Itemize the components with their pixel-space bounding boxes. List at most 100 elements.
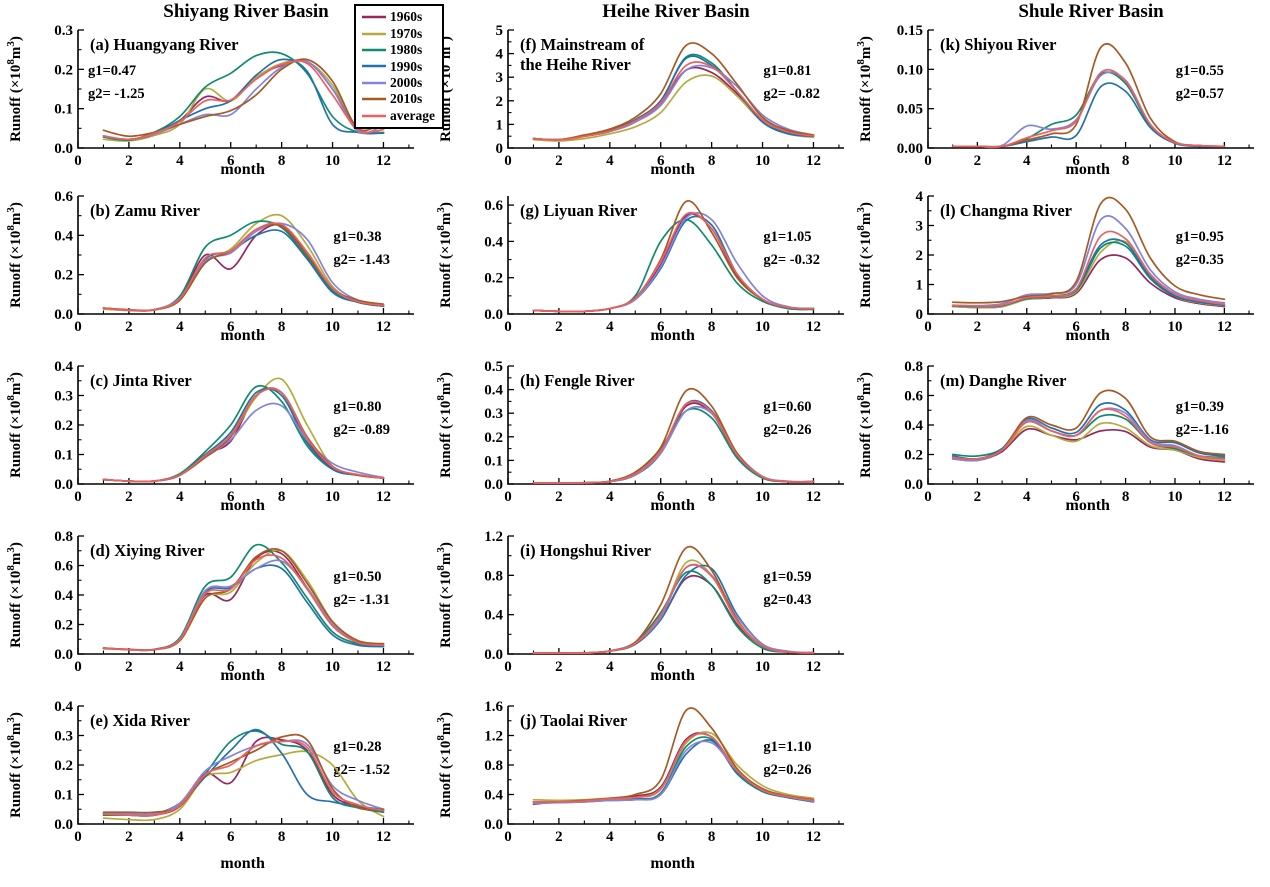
- legend-line-2000s: [362, 81, 386, 84]
- chart-panel-j: 0 2 4 6 8 10 12 0.0 0.4 0.8 1.2 1.6 Runoff (×108m3) m…: [430, 688, 860, 887]
- x-tick-label: 4: [176, 319, 184, 335]
- annotation-g1: g1=0.38: [333, 229, 381, 245]
- chart-svg-j: 0 2 4 6 8 10 12 0.0 0.4 0.8 1.2 1.6 Runoff (×108m3) m…: [435, 699, 844, 872]
- x-tick-label: 6: [1072, 489, 1080, 505]
- basin-title: Heihe River Basin: [602, 1, 750, 22]
- y-tick-label: 2: [496, 94, 504, 110]
- x-tick-label: 0: [504, 153, 512, 169]
- x-axis-label: month: [650, 497, 695, 514]
- y-tick-label: 0: [916, 307, 924, 323]
- series-line-average: [532, 564, 815, 655]
- y-tick-label: 0.10: [897, 62, 923, 78]
- series-line-average: [102, 554, 385, 652]
- x-tick-label: 0: [504, 829, 512, 845]
- y-tick-label: 0.6: [54, 559, 73, 575]
- y-axis-label: Runoff (×108m3): [855, 372, 874, 478]
- legend-entry-2000s: 2000s: [362, 75, 440, 91]
- subplot-title: (j) Taolai River: [520, 711, 627, 730]
- x-tick-label: 4: [1023, 319, 1031, 335]
- series-line-average: [532, 400, 815, 484]
- annotation-g2: g2=0.26: [763, 422, 811, 438]
- x-tick-label: 6: [657, 489, 665, 505]
- x-tick-label: 4: [606, 659, 614, 675]
- annotation-g2: g2= -0.82: [763, 86, 820, 102]
- x-axis-label: month: [650, 161, 695, 178]
- x-tick-label: 12: [806, 829, 821, 845]
- x-tick-label: 12: [806, 659, 821, 675]
- legend-label: average: [390, 107, 435, 123]
- series-line-average: [532, 211, 815, 313]
- y-tick-label: 0.2: [904, 448, 923, 464]
- series-line-2000s: [951, 215, 1226, 307]
- subplot-title: (f) Mainstream of: [520, 35, 645, 54]
- y-tick-label: 0.4: [484, 383, 503, 399]
- x-tick-label: 2: [974, 153, 982, 169]
- chart-svg-k: Shule River Basin 0 2 4 6 8 10 12 0.00 0.05 0.10 0.…: [855, 1, 1254, 178]
- x-tick-label: 2: [974, 489, 982, 505]
- y-axis-label: Runoff (×108m3): [5, 202, 24, 308]
- series-line-1970s: [102, 750, 385, 822]
- x-tick-label: 12: [376, 319, 391, 335]
- annotation-g2: g2= -0.32: [763, 252, 820, 268]
- subplot-title: (h) Fengle River: [520, 371, 635, 390]
- annotation-g1: g1=0.81: [763, 63, 811, 79]
- y-tick-label: 0.05: [897, 102, 923, 118]
- y-tick-label: 5: [496, 23, 504, 39]
- x-tick-label: 12: [1217, 489, 1232, 505]
- y-tick-label: 0.1: [54, 788, 73, 804]
- y-tick-label: 0.3: [54, 23, 73, 39]
- y-tick-label: 0.0: [54, 647, 73, 663]
- annotation-g2: g2= -0.89: [333, 422, 390, 438]
- x-axis-label: month: [220, 161, 265, 178]
- legend-label: 1960s: [390, 9, 423, 25]
- series-line-average: [102, 60, 385, 141]
- x-tick-label: 8: [278, 153, 286, 169]
- series-line-average: [951, 408, 1226, 461]
- x-tick-label: 2: [125, 829, 133, 845]
- x-tick-label: 6: [1072, 153, 1080, 169]
- y-tick-label: 0.0: [54, 307, 73, 323]
- annotation-g2: g2=0.43: [763, 592, 811, 608]
- x-tick-label: 8: [1122, 153, 1130, 169]
- x-tick-label: 8: [1122, 319, 1130, 335]
- series-line-1970s: [102, 58, 385, 142]
- x-tick-label: 10: [325, 319, 340, 335]
- x-tick-label: 6: [227, 829, 235, 845]
- x-tick-label: 0: [504, 489, 512, 505]
- chart-svg-g: 0 2 4 6 8 10 12 0.0 0.2 0.4 0.6 Runoff (×108m3) mont…: [435, 196, 844, 344]
- legend-line-1960s: [362, 15, 386, 19]
- x-tick-label: 6: [657, 829, 665, 845]
- x-tick-label: 0: [924, 153, 932, 169]
- x-tick-label: 12: [376, 829, 391, 845]
- legend-label: 2010s: [390, 91, 423, 107]
- y-tick-label: 0.4: [54, 228, 73, 244]
- annotation-g2: g2=-1.16: [1176, 422, 1229, 438]
- y-tick-label: 0.15: [897, 23, 923, 39]
- chart-svg-i: 0 2 4 6 8 10 12 0.0 0.4 0.8 1.2 Runoff (×108m3) mont…: [435, 529, 844, 684]
- x-tick-label: 4: [176, 489, 184, 505]
- y-axis-label: Runoff (×108m3): [5, 712, 24, 818]
- y-axis-label: Runoff (×108m3): [5, 36, 24, 142]
- y-tick-label: 1.2: [484, 729, 503, 745]
- x-axis-label: month: [220, 327, 265, 344]
- y-tick-label: 0.0: [54, 817, 73, 833]
- y-tick-label: 0.8: [904, 359, 923, 375]
- y-tick-label: 0.0: [54, 477, 73, 493]
- x-tick-label: 10: [325, 489, 340, 505]
- x-tick-label: 12: [1217, 153, 1232, 169]
- x-tick-label: 2: [974, 319, 982, 335]
- y-tick-label: 4: [496, 47, 504, 63]
- series-line-2000s: [102, 739, 385, 816]
- x-tick-label: 8: [278, 489, 286, 505]
- chart-panel-b: 0 2 4 6 8 10 12 0.0 0.2 0.4 0.6 Runoff (×108m3) mont…: [0, 178, 430, 348]
- y-axis-label: Runoff (×108m3): [435, 202, 454, 308]
- x-tick-label: 2: [555, 829, 563, 845]
- y-tick-label: 0.5: [484, 359, 503, 375]
- x-axis-label: month: [1066, 161, 1111, 178]
- x-axis-label: month: [220, 667, 265, 684]
- x-tick-label: 6: [227, 153, 235, 169]
- y-tick-label: 0.0: [54, 141, 73, 157]
- x-tick-label: 10: [1167, 153, 1182, 169]
- y-tick-label: 0.0: [484, 817, 503, 833]
- y-tick-label: 0.2: [54, 62, 73, 78]
